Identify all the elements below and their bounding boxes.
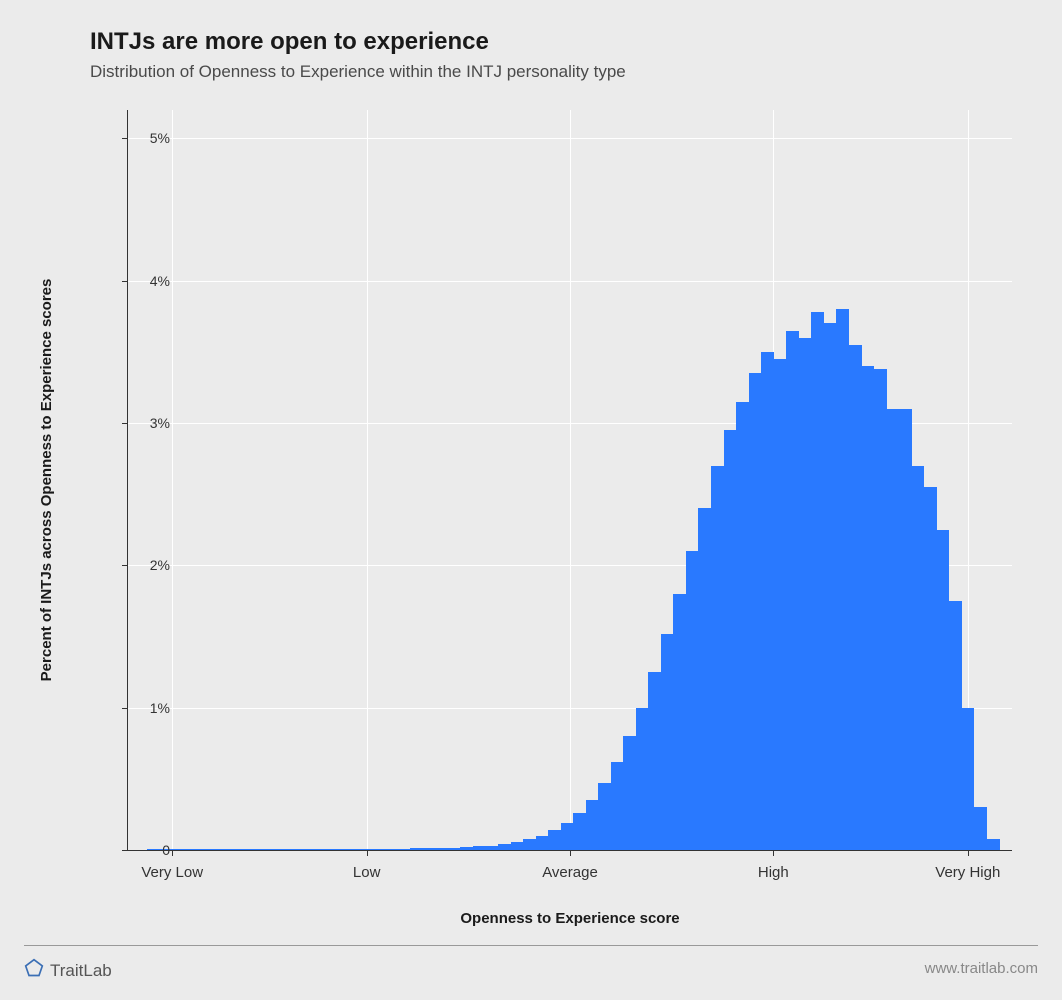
x-axis-title: Openness to Experience score [460,910,679,927]
histogram-bar [912,466,925,850]
x-tick-label: Very High [935,864,1000,881]
y-tick-label: 1% [120,700,170,716]
y-tick-label: 3% [120,415,170,431]
histogram-bar [686,551,699,850]
x-tick-label: High [758,864,789,881]
histogram-bars [128,110,1012,850]
footer-url: www.traitlab.com [925,960,1038,977]
histogram-bar [611,762,624,850]
histogram-bar [648,672,661,850]
histogram-bar [774,359,787,850]
x-tick-mark [570,850,571,856]
histogram-bar [949,601,962,850]
y-tick-label: 5% [120,130,170,146]
y-tick-label: 4% [120,273,170,289]
histogram-bar [874,369,887,850]
histogram-bar [661,634,674,850]
histogram-bar [548,830,561,850]
histogram-bar [799,338,812,850]
histogram-bar [824,323,837,850]
histogram-bar [886,409,899,850]
histogram-bar [673,594,686,850]
histogram-bar [924,487,937,850]
histogram-bar [937,530,950,850]
histogram-bar [861,366,874,850]
pentagon-logo-icon [24,958,44,983]
y-tick-label: 2% [120,557,170,573]
x-tick-label: Low [353,864,381,881]
x-tick-mark [172,850,173,856]
histogram-bar [561,823,574,850]
x-tick-label: Very Low [141,864,203,881]
histogram-bar [511,842,524,850]
histogram-bar [736,402,749,850]
histogram-bar [724,430,737,850]
histogram-bar [698,508,711,850]
chart-title: INTJs are more open to experience [90,28,626,56]
histogram-bar [974,807,987,850]
x-tick-mark [773,850,774,856]
histogram-bar [586,800,599,850]
x-tick-mark [968,850,969,856]
histogram-bar [573,813,586,850]
histogram-bar [749,373,762,850]
histogram-bar [536,836,549,850]
chart-container: INTJs are more open to experience Distri… [0,0,1062,1000]
histogram-bar [711,466,724,850]
y-axis-title: Percent of INTJs across Openness to Expe… [38,279,55,682]
y-tick-label: 0 [120,842,170,858]
histogram-bar [761,352,774,850]
histogram-bar [849,345,862,850]
x-tick-mark [367,850,368,856]
histogram-bar [598,783,611,850]
x-tick-label: Average [542,864,598,881]
histogram-bar [899,409,912,850]
footer-brand-text: TraitLab [50,961,112,981]
plot-area [128,110,1012,850]
histogram-bar [636,708,649,850]
histogram-bar [523,839,536,850]
histogram-bar [836,309,849,850]
histogram-bar [623,736,636,850]
histogram-bar [811,312,824,850]
histogram-bar [962,708,975,850]
chart-subtitle: Distribution of Openness to Experience w… [90,62,626,82]
footer-brand-block: TraitLab [24,958,112,983]
title-block: INTJs are more open to experience Distri… [90,28,626,82]
histogram-bar [786,331,799,850]
histogram-bar [987,839,1000,850]
footer-divider [24,945,1038,946]
y-axis-line [127,110,128,850]
